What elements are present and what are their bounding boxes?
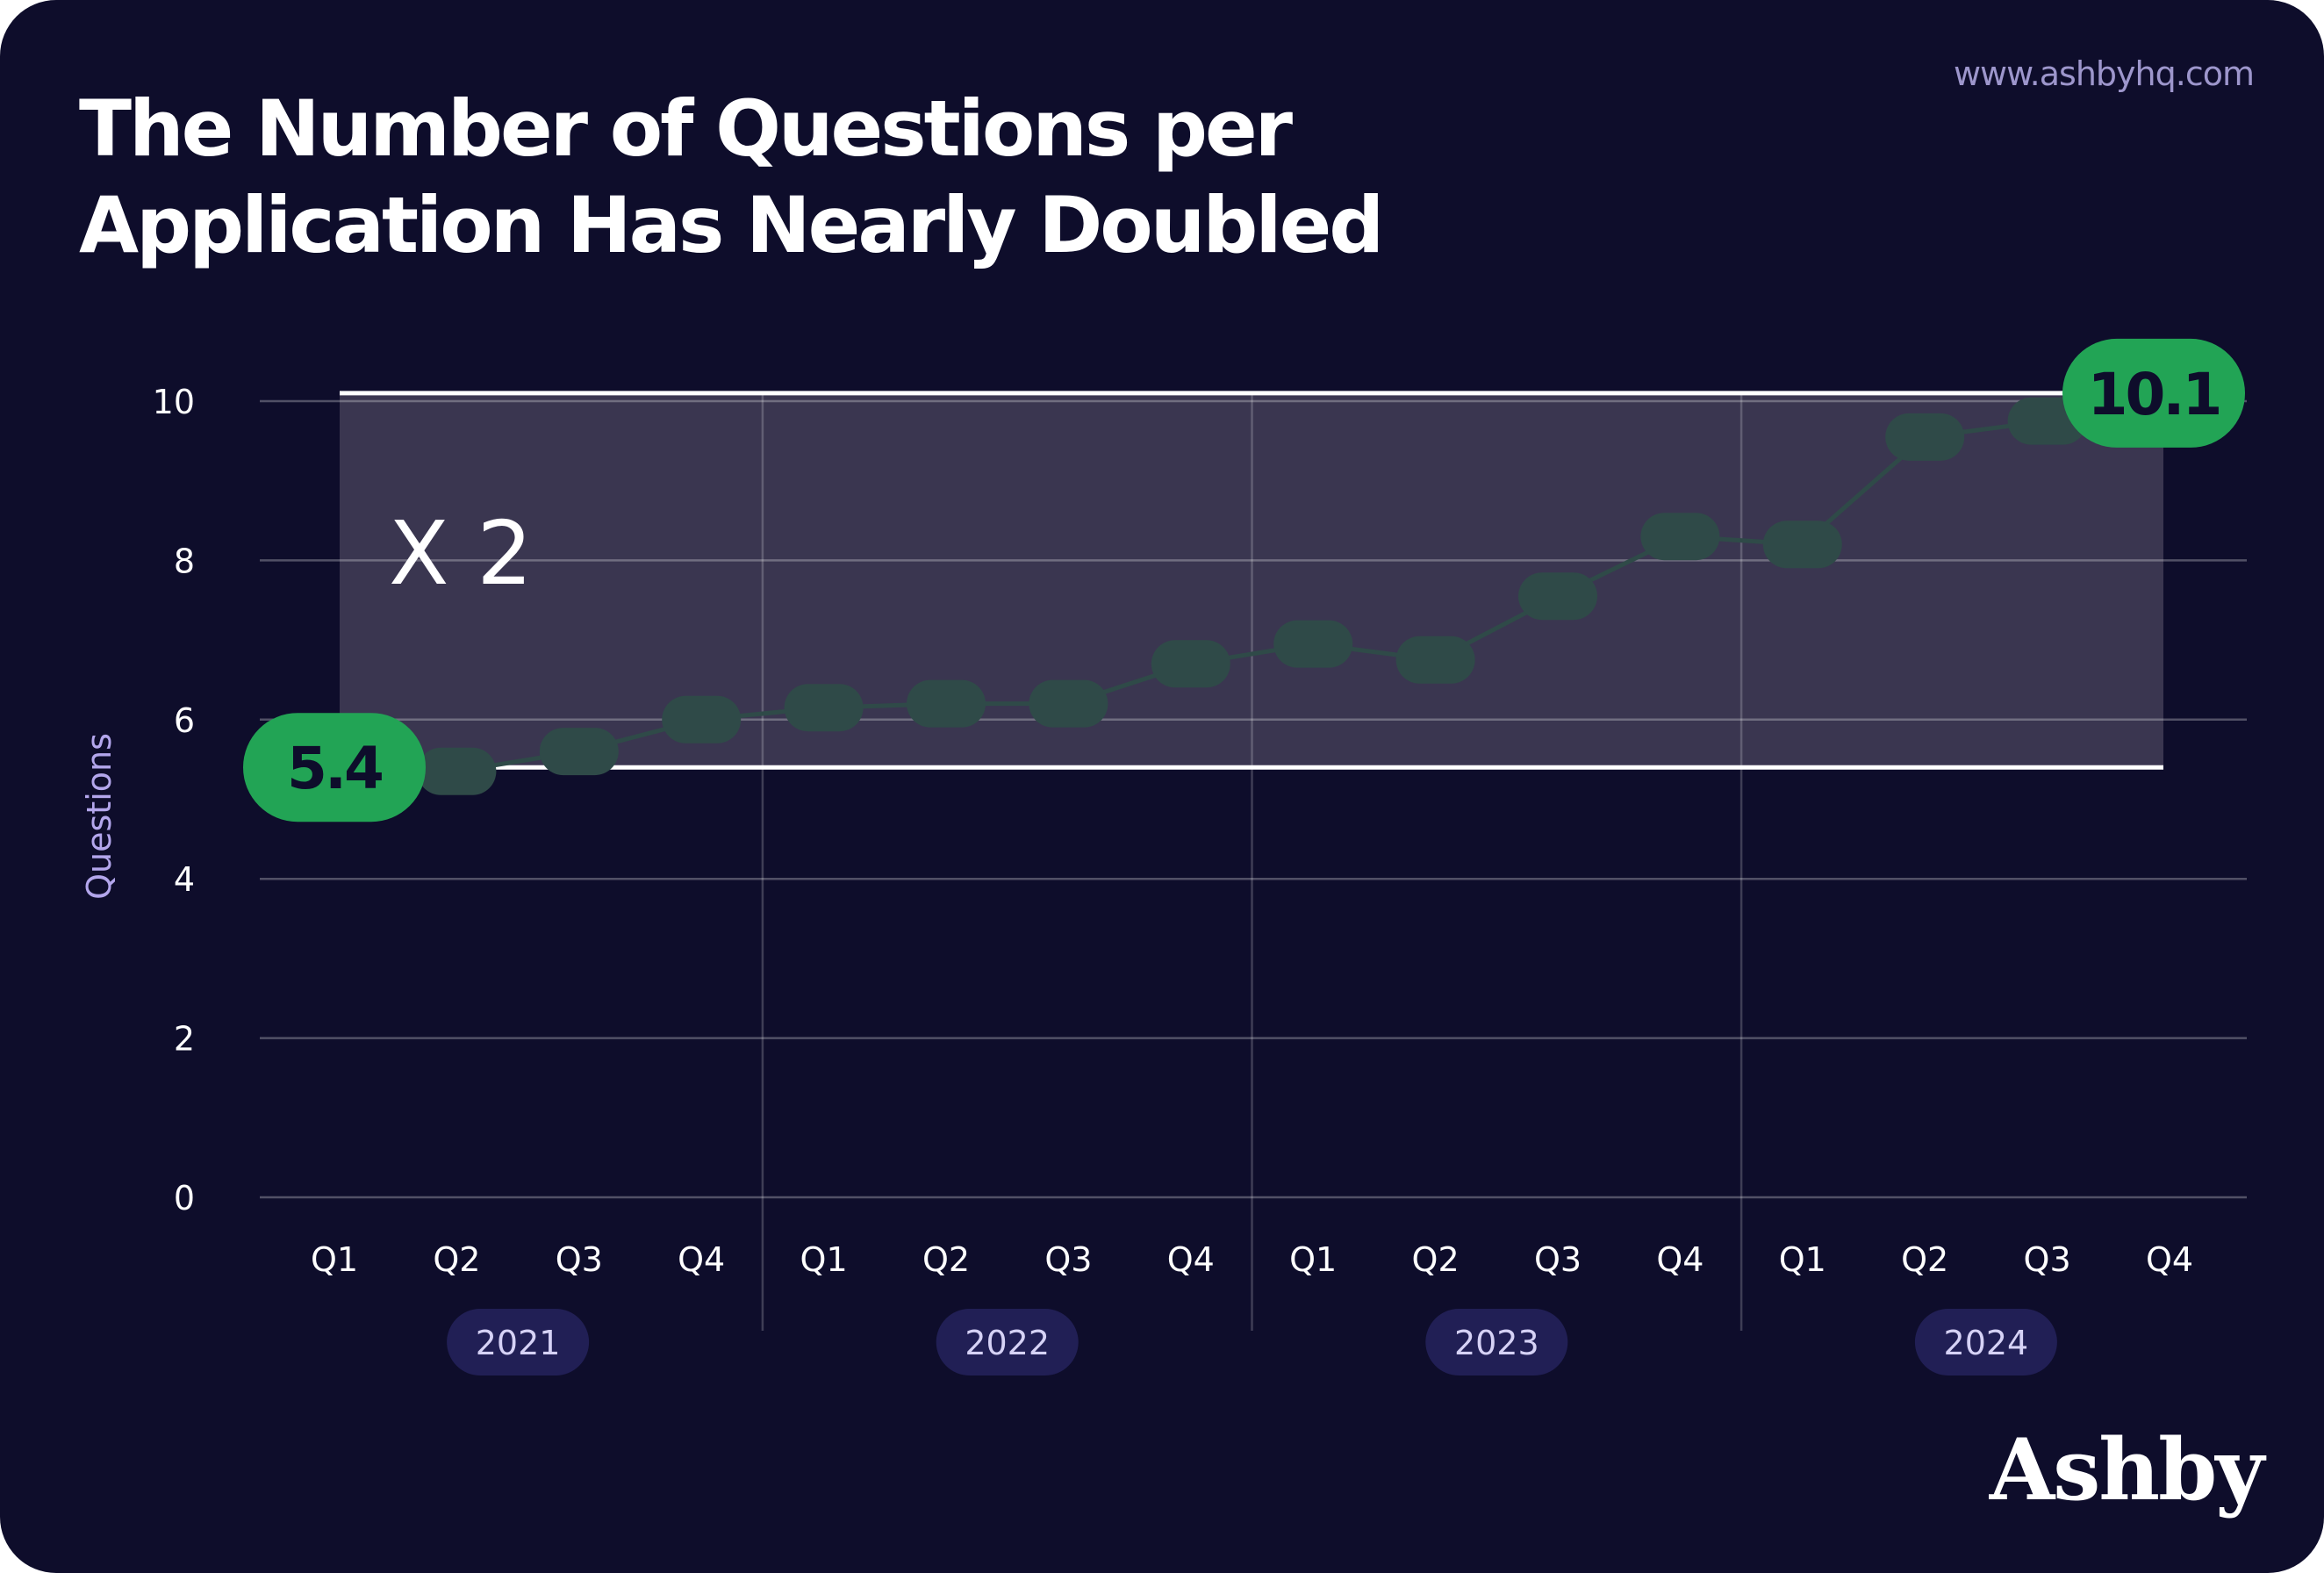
x-tick-10: Q3 — [1534, 1240, 1582, 1279]
year-label-2022: 2022 — [965, 1324, 1050, 1362]
data-point-1 — [417, 747, 497, 795]
year-pill-2024 — [1914, 1309, 2057, 1375]
data-point-11 — [1640, 513, 1720, 561]
y-tick-2: 2 — [174, 1020, 195, 1059]
x-tick-2: Q3 — [556, 1240, 603, 1279]
data-point-9 — [1395, 636, 1475, 684]
chart-title: The Number of Questions per Application … — [79, 81, 1483, 274]
annotations-group: X 2 5.4 10.1 — [243, 338, 2245, 822]
year-label-2024: 2024 — [1944, 1324, 2029, 1362]
year-label-2021: 2021 — [476, 1324, 561, 1362]
data-point-6 — [1029, 679, 1108, 728]
data-point-12 — [1762, 521, 1842, 569]
chart-title-line-1: The Number of Questions per — [79, 83, 1293, 174]
x-tick-12: Q1 — [1779, 1240, 1826, 1279]
x-tick-14: Q3 — [2024, 1240, 2071, 1279]
data-point-10 — [1518, 572, 1597, 621]
range-band — [340, 392, 2163, 768]
data-point-2 — [539, 728, 619, 776]
x-tick-9: Q2 — [1412, 1240, 1460, 1279]
year-labels-group: 2021 2022 2023 2024 — [447, 1309, 2057, 1375]
data-point-13 — [1885, 413, 1965, 461]
end-value-label: 10.1 — [2088, 361, 2220, 428]
data-point-7 — [1151, 640, 1230, 688]
x-tick-3: Q4 — [678, 1240, 725, 1279]
gridlines-group — [260, 399, 2247, 1199]
year-pill-2022 — [936, 1309, 1079, 1375]
x-tick-6: Q3 — [1044, 1240, 1092, 1279]
y-tick-0: 0 — [174, 1179, 195, 1217]
ashby-logo: Ashby — [1989, 1420, 2264, 1519]
data-point-3 — [662, 695, 742, 743]
range-band-group — [340, 392, 2163, 768]
end-value-badge — [2062, 338, 2245, 448]
x-tick-8: Q1 — [1289, 1240, 1337, 1279]
data-point-5 — [907, 679, 986, 728]
y-tick-labels-group: 0 2 4 6 8 10 — [153, 383, 195, 1217]
multiplier-label: X 2 — [389, 502, 533, 605]
series-line-0 — [334, 391, 2170, 774]
year-pill-2021 — [447, 1309, 590, 1375]
x-tick-0: Q1 — [311, 1240, 358, 1279]
x-tick-1: Q2 — [433, 1240, 480, 1279]
x-tick-15: Q4 — [2146, 1240, 2193, 1279]
data-point-8 — [1273, 620, 1353, 668]
site-url[interactable]: www.ashbyhq.com — [1953, 54, 2255, 93]
x-tick-5: Q2 — [922, 1240, 970, 1279]
year-separators-group — [761, 392, 1743, 1331]
y-tick-4: 4 — [174, 860, 195, 899]
chart-title-line-2: Application Has Nearly Doubled — [79, 180, 1384, 270]
x-tick-4: Q1 — [800, 1240, 848, 1279]
y-tick-6: 6 — [174, 701, 195, 740]
year-pill-2023 — [1425, 1309, 1568, 1375]
x-tick-labels-group: Q1 Q2 Q3 Q4 Q1 Q2 Q3 Q4 Q1 Q2 Q3 Q4 Q1 Q2 Q3 Q4 — [311, 1240, 2193, 1279]
start-value-label: 5.4 — [287, 735, 382, 802]
year-label-2023: 2023 — [1454, 1324, 1539, 1362]
data-point-4 — [784, 684, 864, 732]
range-lines-group — [340, 391, 2163, 770]
x-tick-13: Q2 — [1901, 1240, 1948, 1279]
y-tick-10: 10 — [153, 383, 195, 421]
y-tick-8: 8 — [174, 542, 195, 580]
x-tick-11: Q4 — [1656, 1240, 1704, 1279]
x-tick-7: Q4 — [1167, 1240, 1215, 1279]
start-value-badge — [243, 713, 426, 822]
y-axis-title: Questions — [80, 733, 118, 900]
